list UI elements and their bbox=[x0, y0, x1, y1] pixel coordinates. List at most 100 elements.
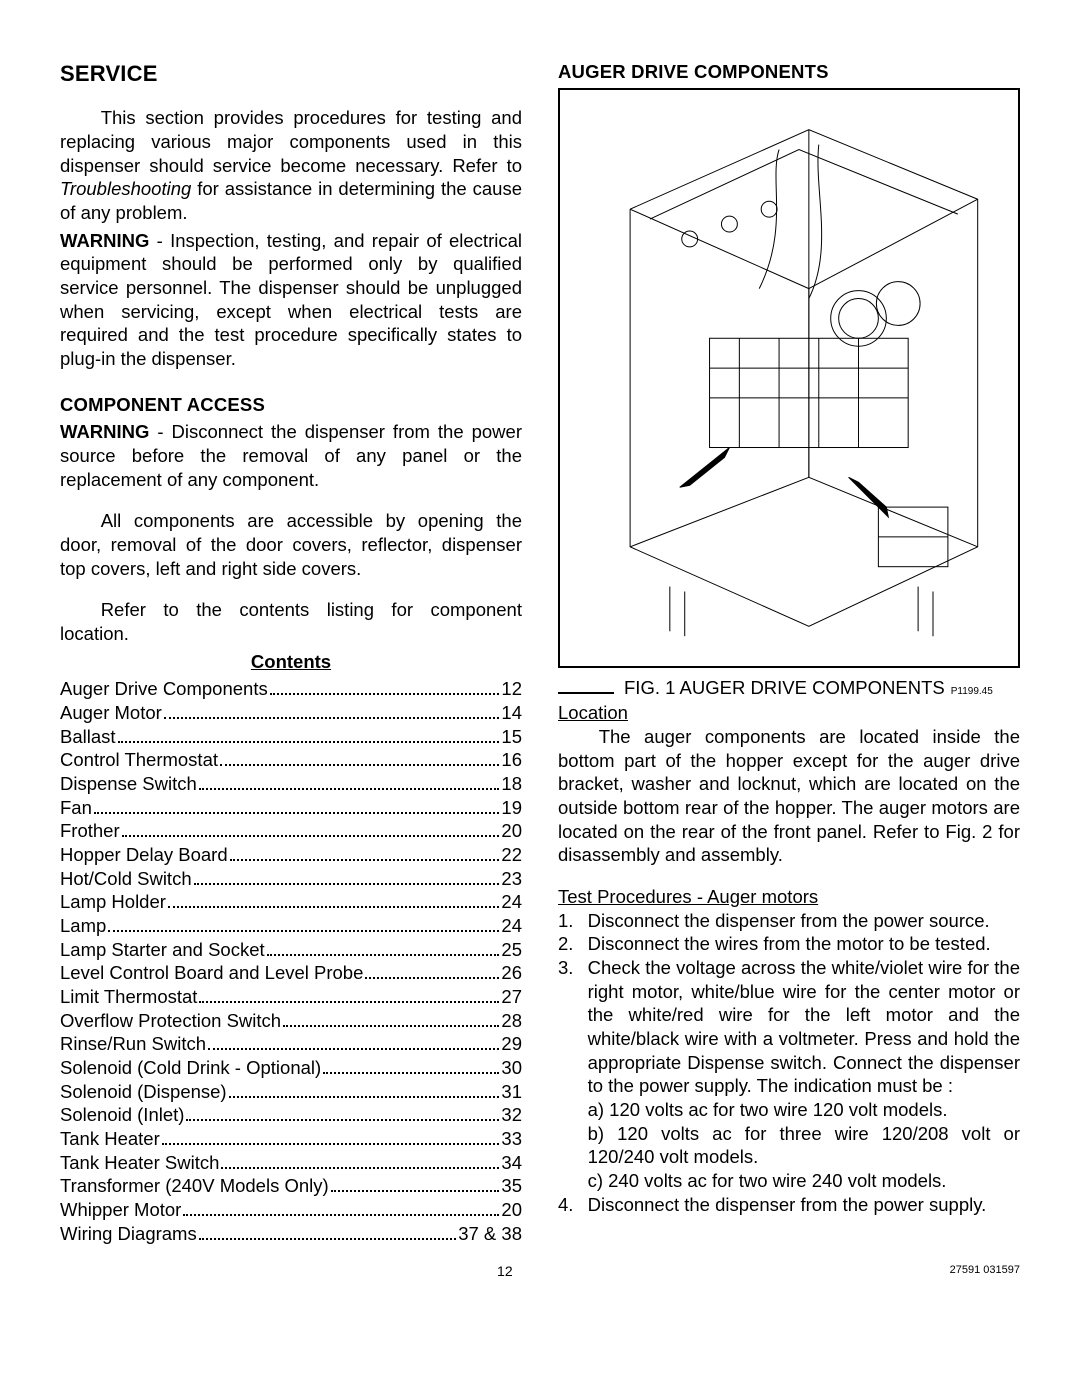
toc-dots bbox=[230, 845, 500, 861]
toc-row: Lamp Starter and Socket 25 bbox=[60, 938, 522, 962]
toc-label: Hopper Delay Board bbox=[60, 843, 228, 867]
page-footer: 12 27591 031597 bbox=[60, 1263, 1020, 1281]
step-body: Disconnect the dispenser from the power … bbox=[588, 909, 1020, 933]
toc-row: Lamp24 bbox=[60, 914, 522, 938]
toc-row: Auger Motor14 bbox=[60, 701, 522, 725]
access-paragraph: All components are accessible by opening… bbox=[60, 509, 522, 580]
toc-dots bbox=[270, 680, 500, 696]
step-body: Check the voltage across the white/viole… bbox=[588, 956, 1020, 1098]
toc-row: Ballast 15 bbox=[60, 725, 522, 749]
toc-page: 29 bbox=[501, 1032, 522, 1056]
toc-label: Solenoid (Dispense) bbox=[60, 1080, 227, 1104]
toc-row: Control Thermostat16 bbox=[60, 748, 522, 772]
substep-body: a) 120 volts ac for two wire 120 volt mo… bbox=[588, 1098, 1020, 1122]
toc-label: Wiring Diagrams bbox=[60, 1222, 197, 1246]
location-paragraph: The auger components are located inside … bbox=[558, 725, 1020, 867]
test-substep: a) 120 volts ac for two wire 120 volt mo… bbox=[558, 1098, 1020, 1122]
toc-page: 19 bbox=[501, 796, 522, 820]
toc-row: Lamp Holder24 bbox=[60, 890, 522, 914]
toc-dots bbox=[118, 727, 500, 743]
test-step: 4.Disconnect the dispenser from the powe… bbox=[558, 1193, 1020, 1217]
toc-page: 15 bbox=[501, 725, 522, 749]
test-step: 2.Disconnect the wires from the motor to… bbox=[558, 932, 1020, 956]
substep-body: c) 240 volts ac for two wire 240 volt mo… bbox=[588, 1169, 1020, 1193]
toc-label: Dispense Switch bbox=[60, 772, 197, 796]
toc-label: Limit Thermostat bbox=[60, 985, 197, 1009]
toc-dots bbox=[183, 1200, 499, 1216]
toc-dots bbox=[199, 1224, 457, 1240]
footer-doc-id: 27591 031597 bbox=[950, 1263, 1020, 1281]
toc-page: 18 bbox=[501, 772, 522, 796]
location-label: Location bbox=[558, 701, 1020, 725]
warning-1-label: WARNING bbox=[60, 230, 149, 251]
figure-1-ref: P1199.45 bbox=[951, 686, 993, 699]
toc-label: Tank Heater bbox=[60, 1127, 160, 1151]
intro-text-1: This section provides procedures for tes… bbox=[60, 107, 522, 175]
toc-page: 25 bbox=[501, 938, 522, 962]
toc-page: 27 bbox=[501, 985, 522, 1009]
component-access-title: COMPONENT ACCESS bbox=[60, 393, 522, 417]
test-steps-list: 1.Disconnect the dispenser from the powe… bbox=[558, 909, 1020, 1217]
toc-page: 20 bbox=[501, 1198, 522, 1222]
refer-paragraph: Refer to the contents listing for compon… bbox=[60, 598, 522, 645]
toc-label: Lamp bbox=[60, 914, 106, 938]
toc-row: Overflow Protection Switch28 bbox=[60, 1009, 522, 1033]
toc-dots bbox=[323, 1058, 499, 1074]
intro-paragraph: This section provides procedures for tes… bbox=[60, 106, 522, 224]
step-number: 4. bbox=[558, 1193, 588, 1217]
toc-dots bbox=[199, 987, 499, 1003]
warning-2-label: WARNING bbox=[60, 421, 149, 442]
toc-dots bbox=[194, 869, 500, 885]
toc-page: 33 bbox=[501, 1127, 522, 1151]
toc-row: Fan19 bbox=[60, 796, 522, 820]
toc-row: Wiring Diagrams 37 & 38 bbox=[60, 1222, 522, 1246]
test-substep: b) 120 volts ac for three wire 120/208 v… bbox=[558, 1122, 1020, 1169]
toc-dots bbox=[199, 774, 500, 790]
toc-label: Whipper Motor bbox=[60, 1198, 181, 1222]
toc-label: Rinse/Run Switch bbox=[60, 1032, 206, 1056]
toc-row: Dispense Switch 18 bbox=[60, 772, 522, 796]
intro-italic: Troubleshooting bbox=[60, 178, 191, 199]
toc-dots bbox=[164, 703, 500, 719]
toc-label: Lamp Starter and Socket bbox=[60, 938, 265, 962]
toc-label: Transformer (240V Models Only) bbox=[60, 1174, 329, 1198]
toc-row: Tank Heater Switch34 bbox=[60, 1151, 522, 1175]
toc-row: Solenoid (Dispense) 31 bbox=[60, 1080, 522, 1104]
page: SERVICE This section provides procedures… bbox=[60, 60, 1020, 1245]
auger-drive-title: AUGER DRIVE COMPONENTS bbox=[558, 60, 1020, 84]
toc-label: Level Control Board and Level Probe bbox=[60, 961, 363, 985]
toc-label: Solenoid (Inlet) bbox=[60, 1103, 184, 1127]
toc-dots bbox=[186, 1106, 499, 1122]
step-body: Disconnect the wires from the motor to b… bbox=[588, 932, 1020, 956]
toc-page: 35 bbox=[501, 1174, 522, 1198]
toc-dots bbox=[208, 1035, 499, 1051]
toc-row: Solenoid (Cold Drink - Optional) 30 bbox=[60, 1056, 522, 1080]
toc-row: Auger Drive Components12 bbox=[60, 677, 522, 701]
section-title-service: SERVICE bbox=[60, 60, 522, 88]
step-number: 2. bbox=[558, 932, 588, 956]
toc-label: Ballast bbox=[60, 725, 116, 749]
figure-1-caption-row: FIG. 1 AUGER DRIVE COMPONENTS P1199.45 bbox=[558, 676, 1020, 700]
test-procedures-label: Test Procedures - Auger motors bbox=[558, 885, 1020, 909]
toc-page: 24 bbox=[501, 890, 522, 914]
toc-label: Hot/Cold Switch bbox=[60, 867, 192, 891]
footer-page-number: 12 bbox=[60, 1263, 950, 1281]
toc-row: Transformer (240V Models Only) 35 bbox=[60, 1174, 522, 1198]
toc-label: Auger Drive Components bbox=[60, 677, 268, 701]
toc-dots bbox=[267, 940, 500, 956]
toc-row: Rinse/Run Switch 29 bbox=[60, 1032, 522, 1056]
left-column: SERVICE This section provides procedures… bbox=[60, 60, 522, 1245]
toc-label: Solenoid (Cold Drink - Optional) bbox=[60, 1056, 321, 1080]
toc-row: Solenoid (Inlet)32 bbox=[60, 1103, 522, 1127]
toc-page: 37 & 38 bbox=[458, 1222, 522, 1246]
toc-page: 23 bbox=[501, 867, 522, 891]
toc-page: 26 bbox=[501, 961, 522, 985]
toc-row: Level Control Board and Level Probe 26 bbox=[60, 961, 522, 985]
toc-page: 14 bbox=[501, 701, 522, 725]
toc-page: 30 bbox=[501, 1056, 522, 1080]
toc-dots bbox=[122, 822, 500, 838]
toc-page: 16 bbox=[501, 748, 522, 772]
toc-label: Tank Heater Switch bbox=[60, 1151, 219, 1175]
toc-page: 28 bbox=[501, 1009, 522, 1033]
toc-page: 31 bbox=[501, 1080, 522, 1104]
